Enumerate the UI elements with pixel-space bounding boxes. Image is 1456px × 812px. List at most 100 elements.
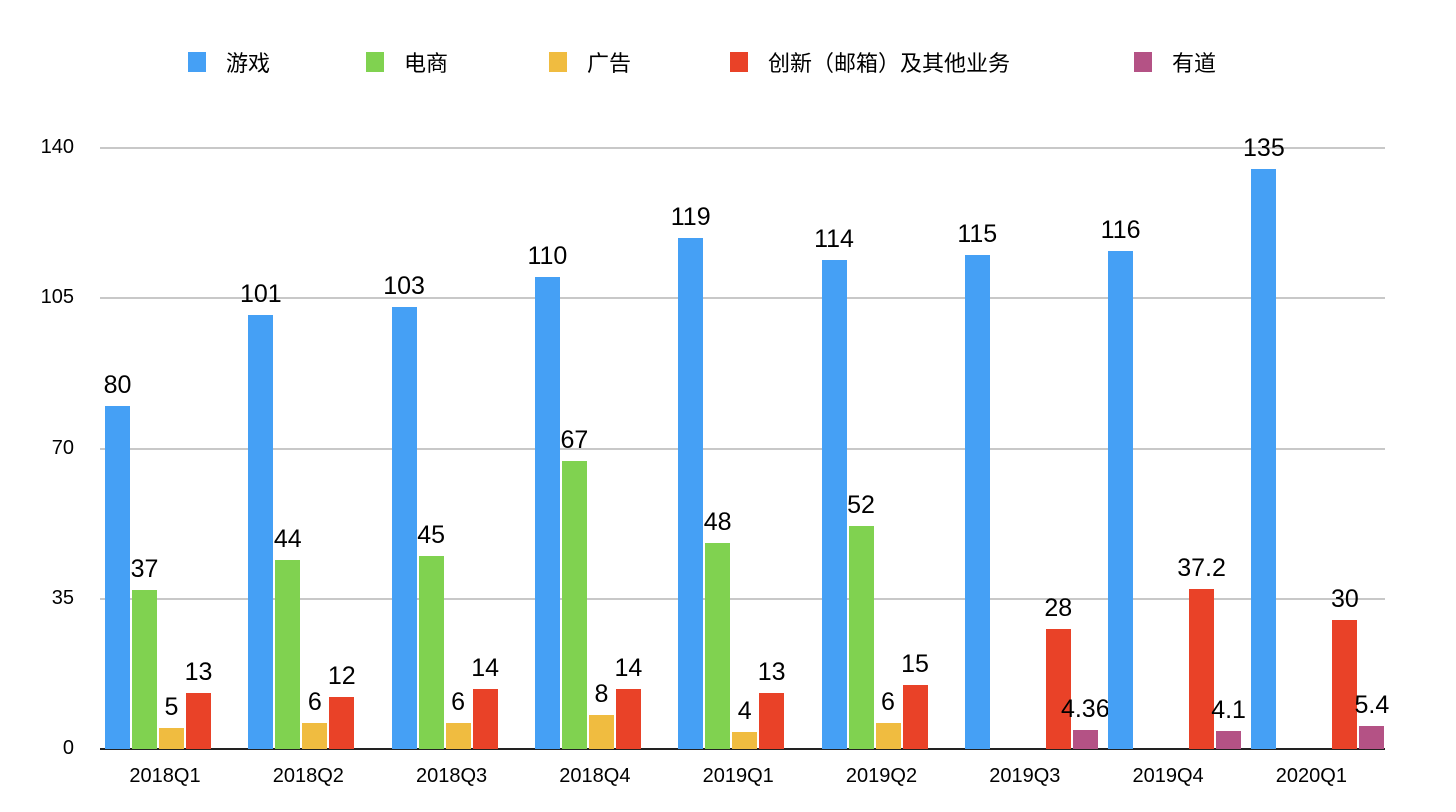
legend-item-innovation: 创新（邮箱）及其他业务 xyxy=(730,48,1011,77)
bar-value-label: 116 xyxy=(1100,216,1141,245)
bar-value-label: 115 xyxy=(957,220,998,249)
bar xyxy=(615,688,641,749)
bar-value-label: 4 xyxy=(737,696,752,725)
bar xyxy=(588,714,614,749)
x-axis-category-label: 2018Q3 xyxy=(416,765,488,787)
bar-value-label: 6 xyxy=(451,688,466,717)
bar-value-label: 44 xyxy=(273,525,302,554)
bar-value-label: 12 xyxy=(327,662,356,691)
bar-value-label: 14 xyxy=(614,653,643,682)
bar xyxy=(248,315,274,749)
y-axis-tick-label: 0 xyxy=(62,737,74,759)
y-axis-tick-label: 105 xyxy=(40,286,74,309)
x-axis-category-label: 2018Q2 xyxy=(272,765,344,787)
bar xyxy=(1108,251,1134,749)
bar xyxy=(902,684,928,749)
legend-swatch-youdao xyxy=(1134,52,1152,72)
bar xyxy=(848,525,874,749)
legend-item-games: 游戏 xyxy=(188,48,271,77)
legend-label: 广告 xyxy=(587,52,632,77)
legend-label: 电商 xyxy=(404,52,449,77)
bar-value-label: 14 xyxy=(471,653,499,682)
bar-value-label: 45 xyxy=(417,520,445,549)
legend-swatch-ecommerce xyxy=(366,52,384,72)
gridline xyxy=(100,297,1385,300)
bar xyxy=(561,461,587,749)
bar xyxy=(732,731,758,749)
bar xyxy=(821,259,847,749)
x-axis-category-label: 2019Q1 xyxy=(702,765,774,787)
bar-value-label: 67 xyxy=(560,426,589,455)
bar-value-label: 52 xyxy=(847,490,875,519)
bar-value-label: 13 xyxy=(184,658,213,687)
gridline xyxy=(100,597,1385,600)
bar-value-label: 4.1 xyxy=(1211,696,1246,725)
bar-value-label: 48 xyxy=(703,507,732,536)
x-axis-category-label: 2020Q1 xyxy=(1275,765,1347,787)
bar-value-label: 6 xyxy=(307,688,322,717)
bar-value-label: 15 xyxy=(901,649,929,678)
bar xyxy=(1359,725,1385,749)
bar xyxy=(759,693,785,749)
bar xyxy=(534,276,560,749)
bar-value-label: 8 xyxy=(594,679,609,708)
x-axis-line xyxy=(100,748,1385,750)
chart-legend: 游戏 电商 广告 创新（邮箱）及其他业务 有道 xyxy=(0,48,1456,77)
y-axis-tick-label: 35 xyxy=(51,586,74,609)
bar xyxy=(1072,730,1098,749)
bar-value-label: 37.2 xyxy=(1177,554,1226,583)
bar-value-label: 28 xyxy=(1044,593,1073,622)
bar-value-label: 4.36 xyxy=(1060,695,1110,724)
legend-label: 有道 xyxy=(1172,52,1217,77)
legend-item-ads: 广告 xyxy=(549,48,632,77)
legend-item-youdao: 有道 xyxy=(1134,48,1217,77)
gridline xyxy=(100,147,1385,149)
legend-item-ecommerce: 电商 xyxy=(366,48,449,77)
bar xyxy=(105,405,130,749)
x-axis-category-label: 2018Q1 xyxy=(129,765,201,787)
legend-label: 游戏 xyxy=(226,52,271,77)
bar-value-label: 5 xyxy=(164,692,179,721)
bar-value-label: 13 xyxy=(757,658,786,687)
bar xyxy=(445,723,471,749)
y-axis-tick-label: 70 xyxy=(51,436,74,459)
legend-label: 创新（邮箱）及其他业务 xyxy=(768,52,1011,77)
bar-value-label: 110 xyxy=(527,241,568,270)
bar xyxy=(1332,620,1358,749)
legend-swatch-ads xyxy=(549,52,567,72)
bar xyxy=(418,555,444,749)
bar-value-label: 103 xyxy=(383,271,425,300)
bar xyxy=(1045,628,1071,749)
bar-value-label: 37 xyxy=(130,555,159,584)
bar xyxy=(1251,169,1277,749)
bar xyxy=(875,723,901,749)
bar xyxy=(964,255,990,749)
bar xyxy=(186,693,211,749)
y-axis-tick-label: 140 xyxy=(40,136,74,158)
bar-value-label: 135 xyxy=(1243,134,1285,163)
gridline xyxy=(100,447,1385,450)
x-axis-category-label: 2019Q3 xyxy=(989,765,1061,787)
bar xyxy=(1216,731,1242,749)
bar xyxy=(472,688,498,749)
bar xyxy=(329,697,355,749)
bar xyxy=(275,560,301,749)
bar-value-label: 6 xyxy=(881,688,895,717)
bar-value-label: 114 xyxy=(814,224,854,253)
bar-value-label: 101 xyxy=(239,280,282,309)
legend-swatch-innovation xyxy=(730,52,748,72)
bar-value-label: 5.4 xyxy=(1354,690,1390,719)
bar xyxy=(159,727,184,749)
bar xyxy=(132,590,157,749)
bar xyxy=(302,723,328,749)
x-axis-category-label: 2019Q4 xyxy=(1132,765,1204,787)
x-axis-category-label: 2019Q2 xyxy=(845,765,918,787)
bar-value-label: 119 xyxy=(670,203,711,232)
legend-swatch-games xyxy=(188,52,206,72)
bar xyxy=(705,542,731,749)
bar-value-label: 80 xyxy=(103,370,132,399)
x-axis-category-label: 2018Q4 xyxy=(559,765,631,787)
bar xyxy=(391,306,417,749)
bar xyxy=(678,238,704,749)
